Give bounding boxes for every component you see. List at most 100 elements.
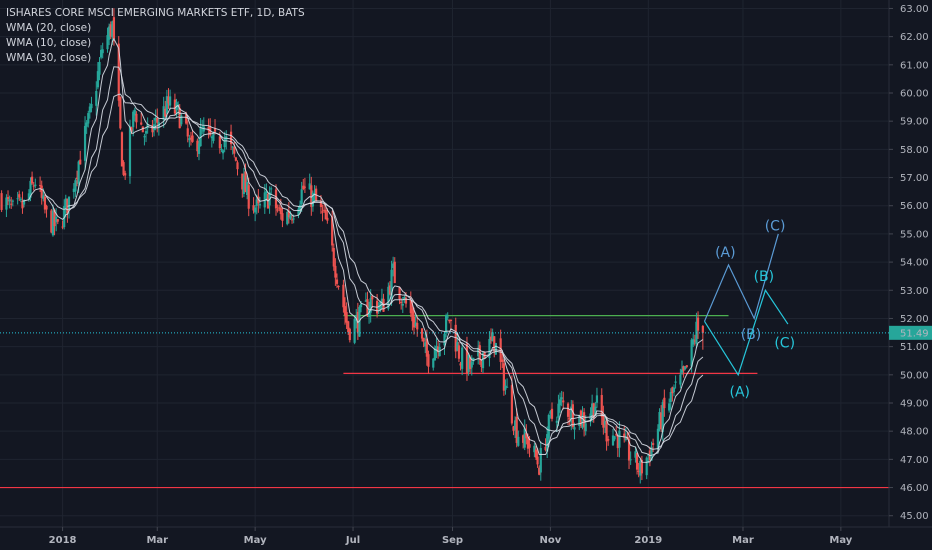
candle-body — [668, 403, 671, 411]
candle-body — [72, 188, 75, 192]
candle-body — [323, 209, 326, 211]
candle-body — [433, 349, 436, 361]
candle-body — [188, 138, 191, 141]
candle-body — [297, 208, 300, 216]
time-tick-label: Mar — [732, 535, 754, 546]
candle-body — [502, 363, 505, 391]
legend-wma-10[interactable]: WMA (10, close) — [6, 37, 92, 49]
grid — [0, 0, 889, 527]
candle-body — [236, 162, 239, 170]
candle-body — [319, 201, 323, 208]
wma-line — [44, 66, 704, 457]
price-axis[interactable]: 45.00 46.00 47.00 48.00 49.00 50.00 51.00 52.00… — [889, 4, 929, 522]
candle-body — [459, 363, 462, 366]
candle-body — [85, 122, 88, 127]
candle-body — [422, 337, 425, 342]
price-tick-label: 58.00 — [900, 145, 929, 156]
time-tick-label: May — [829, 535, 852, 546]
candle-body — [334, 265, 337, 278]
candle-body — [534, 449, 538, 458]
candle-body — [348, 328, 351, 341]
candle-body — [393, 261, 396, 284]
candle-body — [310, 185, 313, 207]
candles — [0, 8, 704, 484]
candle-body — [692, 339, 695, 345]
time-axis[interactable]: 2018 Mar May Jul Sep Nov 2019 Mar May — [49, 527, 853, 546]
candle-body — [684, 366, 687, 370]
candle-body — [624, 436, 627, 440]
candle-body — [618, 430, 621, 448]
candle-body — [581, 415, 584, 428]
candle-body — [592, 403, 595, 419]
candle-body — [290, 219, 294, 221]
candle-body — [536, 456, 539, 465]
candle-body — [461, 347, 464, 369]
candle-body — [525, 433, 528, 439]
candle-body — [223, 138, 226, 148]
candle-body — [660, 412, 663, 430]
candle-body — [165, 96, 168, 114]
price-tick-label: 55.00 — [900, 229, 929, 240]
candle-body — [43, 196, 47, 210]
candle-body — [331, 216, 334, 246]
candle-body — [435, 346, 438, 350]
candle-body — [242, 175, 246, 194]
candle-body — [218, 136, 221, 149]
candle-body — [276, 209, 279, 211]
candle-body — [143, 136, 146, 138]
candle-body — [56, 219, 59, 222]
candle-body — [398, 287, 401, 300]
candle-body — [523, 428, 526, 448]
candle-body — [132, 111, 135, 128]
candle-body — [189, 137, 193, 139]
candle-body — [674, 381, 677, 383]
candle-body — [607, 439, 610, 441]
candle-body — [634, 451, 637, 458]
price-tick-label: 45.00 — [900, 511, 929, 522]
price-tick-label: 63.00 — [900, 4, 929, 15]
candle-body — [75, 177, 79, 180]
candle-body — [387, 286, 390, 309]
candle-body — [64, 198, 67, 209]
wma-line — [67, 93, 704, 450]
candle-body — [151, 124, 154, 133]
candle-body — [584, 423, 587, 432]
legend-title[interactable]: ISHARES CORE MSCI EMERGING MARKETS ETF, … — [6, 7, 305, 19]
candle-body — [106, 35, 109, 50]
candle-body — [616, 435, 619, 449]
candle-body — [229, 131, 233, 145]
legend-wma-20[interactable]: WMA (20, close) — [6, 22, 92, 34]
candle-body — [549, 411, 552, 414]
candle-body — [639, 460, 642, 476]
candle-body — [602, 414, 605, 428]
price-tick-label: 52.00 — [900, 314, 929, 325]
candle-body — [281, 213, 284, 221]
candle-body — [213, 128, 217, 132]
candle-body — [210, 136, 213, 139]
candle-body — [122, 162, 125, 175]
candle-body — [505, 386, 509, 388]
candle-body — [303, 186, 306, 188]
candle-body — [196, 140, 199, 152]
candle-body — [22, 199, 26, 205]
candle-body — [300, 189, 303, 205]
price-tick-label: 54.00 — [900, 258, 929, 269]
candle-body — [302, 185, 305, 190]
candle-body — [255, 199, 258, 206]
candle-body — [615, 434, 618, 436]
candle-body — [377, 306, 380, 309]
wave-projection-line — [703, 288, 789, 377]
candle-body — [185, 113, 188, 124]
candle-body — [79, 159, 82, 165]
candle-body — [144, 131, 148, 134]
candle-body — [180, 115, 183, 125]
legend-wma-30[interactable]: WMA (30, close) — [6, 52, 92, 64]
candle-body — [669, 392, 672, 403]
candle-body — [566, 403, 570, 417]
candle-body — [544, 446, 547, 451]
candle-body — [5, 197, 8, 210]
candle-body — [652, 443, 655, 445]
last-price-tag — [889, 325, 932, 340]
